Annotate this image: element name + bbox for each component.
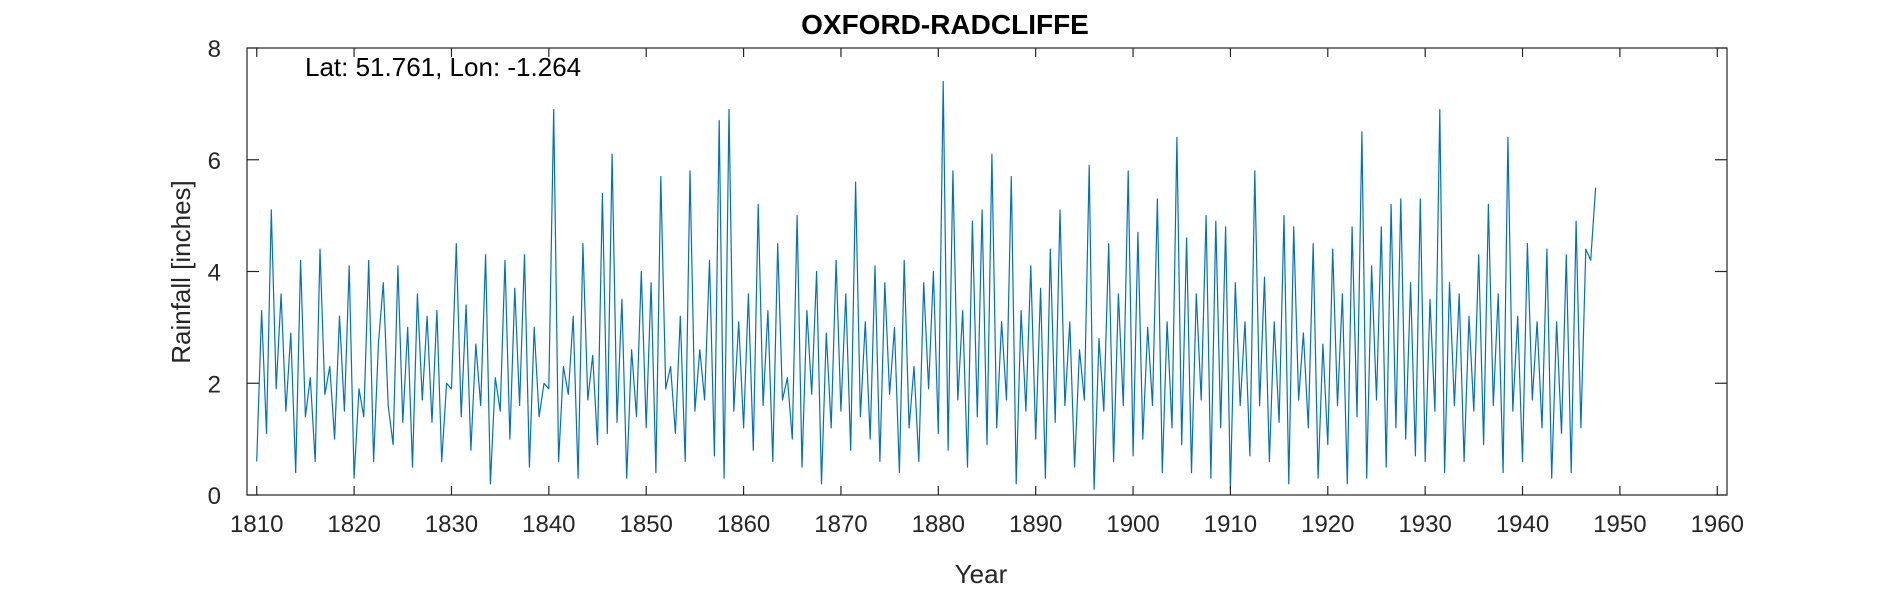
y-tick-label: 6 <box>208 148 221 175</box>
chart-title: OXFORD-RADCLIFFE <box>801 9 1089 40</box>
x-axis-ticks: 1810 1820 1830 1840 1850 1860 1870 1880 1890 1900… <box>230 48 1744 538</box>
y-tick-label: 8 <box>208 36 221 63</box>
y-tick-label: 0 <box>208 483 221 510</box>
x-tick-label: 1940 <box>1496 511 1549 538</box>
x-tick-label: 1910 <box>1204 511 1257 538</box>
x-tick-label: 1850 <box>620 511 673 538</box>
x-tick-label: 1840 <box>522 511 575 538</box>
plot-area: 1810 1820 1830 1840 1850 1860 1870 1880 1890 1900… <box>208 36 1744 538</box>
x-axis-label: Year <box>955 559 1008 589</box>
series-layer <box>256 80 1597 490</box>
rainfall-series-line <box>256 80 1597 490</box>
location-annotation: Lat: 51.761, Lon: -1.264 <box>305 52 581 82</box>
x-tick-label: 1860 <box>717 511 770 538</box>
x-tick-label: 1880 <box>912 511 965 538</box>
y-tick-label: 4 <box>208 260 221 287</box>
x-tick-label: 1830 <box>425 511 478 538</box>
x-tick-label: 1820 <box>327 511 380 538</box>
x-tick-label: 1890 <box>1009 511 1062 538</box>
x-tick-label: 1930 <box>1398 511 1451 538</box>
y-tick-label: 2 <box>208 371 221 398</box>
y-axis-ticks: 0 2 4 6 8 <box>208 36 1727 510</box>
x-tick-label: 1950 <box>1593 511 1646 538</box>
y-axis-label: Rainfall [inches] <box>166 180 196 364</box>
x-tick-label: 1900 <box>1106 511 1159 538</box>
x-tick-label: 1870 <box>814 511 867 538</box>
x-tick-label: 1920 <box>1301 511 1354 538</box>
x-tick-label: 1960 <box>1691 511 1744 538</box>
x-tick-label: 1810 <box>230 511 283 538</box>
